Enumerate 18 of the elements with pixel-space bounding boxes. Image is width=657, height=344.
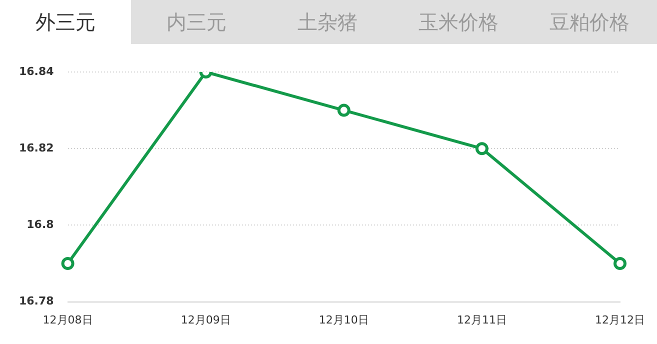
point	[337, 104, 350, 117]
text: 玉米价格	[393, 0, 524, 44]
point	[475, 142, 488, 156]
y-tick-label: 16.84	[18, 64, 54, 78]
x-tick-label: 12月11日	[456, 313, 507, 326]
chart-title: 外三元	[0, 0, 131, 44]
text: 豆粕价格	[524, 0, 655, 44]
text: 内三元	[131, 0, 262, 44]
y-tick-label: 16.82	[18, 141, 54, 154]
y-tick-label: 16.8	[26, 218, 54, 232]
point	[61, 257, 74, 270]
point	[614, 257, 627, 270]
text: 土杂猪	[262, 0, 393, 44]
x-tick-label: 12月10日	[318, 313, 369, 326]
y-tick-label: 16.78	[18, 294, 54, 308]
x-tick-label: 12月09日	[180, 313, 231, 326]
x-tick-label: 12月08日	[42, 313, 93, 326]
x-tick-label: 12月12日	[595, 313, 646, 326]
